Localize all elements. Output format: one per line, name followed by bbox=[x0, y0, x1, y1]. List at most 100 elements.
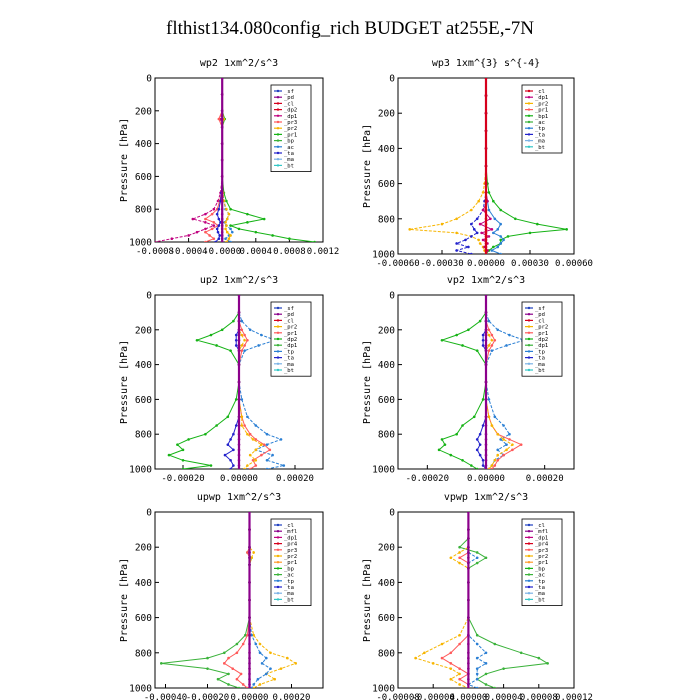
data-point bbox=[265, 432, 269, 436]
legend-entry: _ac bbox=[284, 145, 294, 151]
data-point bbox=[478, 242, 482, 245]
data-point bbox=[232, 432, 235, 436]
data-point bbox=[248, 633, 251, 637]
data-point bbox=[493, 464, 497, 467]
data-point bbox=[505, 344, 508, 347]
legend-entry: _pr1 bbox=[535, 108, 548, 114]
data-point bbox=[237, 295, 241, 297]
data-point bbox=[187, 438, 190, 441]
data-point bbox=[227, 656, 230, 660]
legend-marker bbox=[527, 542, 531, 545]
data-point bbox=[502, 238, 505, 242]
data-point bbox=[487, 319, 491, 323]
legend-marker bbox=[276, 319, 280, 322]
data-point bbox=[565, 228, 568, 231]
data-point bbox=[204, 240, 207, 242]
data-point bbox=[467, 512, 470, 514]
data-point bbox=[487, 467, 491, 469]
legend-marker bbox=[276, 536, 280, 539]
data-point bbox=[237, 459, 241, 462]
data-point bbox=[248, 512, 251, 514]
legend-marker bbox=[527, 368, 531, 372]
legend: _sf_pd_cl_pr2_pr1_dp2_dp1_tp_ta_ma_bt bbox=[270, 301, 312, 377]
data-point bbox=[487, 344, 491, 347]
chart-panel-4: vp2 1xm^2/s^3 Pressure [hPa] 0 200 400 600 800… bbox=[362, 275, 575, 484]
data-point bbox=[440, 656, 444, 660]
data-point bbox=[217, 207, 221, 211]
data-point bbox=[461, 459, 464, 462]
y-tick-label: 1000 bbox=[372, 684, 395, 695]
legend-marker bbox=[527, 598, 531, 601]
data-point bbox=[484, 459, 488, 462]
y-axis-label: Pressure [hPa] bbox=[362, 124, 373, 208]
data-point bbox=[223, 453, 227, 457]
data-point bbox=[484, 78, 488, 80]
legend-entry: _ta bbox=[535, 356, 545, 362]
data-point bbox=[475, 556, 479, 560]
data-point bbox=[470, 235, 473, 238]
x-tick-label: 0.00020 bbox=[526, 474, 564, 484]
data-point bbox=[477, 199, 480, 203]
data-point bbox=[260, 443, 263, 446]
data-point bbox=[484, 235, 488, 238]
data-point bbox=[484, 453, 488, 457]
data-point bbox=[243, 424, 246, 427]
y-tick-label: 200 bbox=[135, 325, 152, 336]
data-point bbox=[449, 662, 453, 665]
data-point bbox=[237, 380, 241, 384]
legend-marker bbox=[276, 561, 280, 564]
y-tick-label: 0 bbox=[389, 508, 395, 519]
plot-frame bbox=[397, 511, 575, 689]
data-point bbox=[499, 238, 502, 242]
data-point bbox=[493, 686, 497, 688]
data-point bbox=[478, 432, 482, 436]
legend-entry: _tp bbox=[535, 349, 545, 355]
legend-entry: _ta bbox=[284, 356, 294, 362]
legend-entry: _mfl bbox=[535, 529, 548, 535]
data-point bbox=[220, 240, 224, 242]
series-group bbox=[155, 78, 316, 242]
legend-marker bbox=[527, 133, 531, 136]
legend-entry: _cl bbox=[284, 318, 294, 324]
series-line-tp bbox=[238, 295, 286, 469]
data-point bbox=[220, 221, 224, 224]
data-point bbox=[467, 642, 470, 646]
legend-entry: _cl bbox=[284, 523, 294, 529]
data-point bbox=[250, 633, 253, 637]
data-point bbox=[506, 235, 510, 238]
data-point bbox=[464, 238, 467, 242]
data-point bbox=[467, 672, 470, 676]
data-point bbox=[237, 448, 241, 452]
data-point bbox=[467, 567, 470, 570]
data-point bbox=[484, 147, 488, 150]
legend-marker bbox=[527, 96, 531, 99]
data-point bbox=[484, 380, 488, 384]
data-point bbox=[496, 453, 500, 457]
data-point bbox=[490, 464, 494, 467]
legend-marker bbox=[527, 548, 531, 551]
data-point bbox=[269, 651, 272, 655]
data-point bbox=[449, 556, 453, 560]
data-point bbox=[461, 344, 464, 347]
data-point bbox=[502, 453, 505, 457]
data-point bbox=[537, 656, 541, 660]
x-tick-label: 0.00000 bbox=[449, 693, 487, 700]
data-point bbox=[254, 424, 258, 427]
data-point bbox=[475, 438, 479, 441]
data-point bbox=[478, 453, 482, 457]
data-point bbox=[472, 415, 476, 419]
x-tick-label: 0.00008 bbox=[520, 693, 558, 700]
legend-marker bbox=[527, 362, 531, 365]
data-point bbox=[514, 217, 517, 221]
data-point bbox=[227, 212, 231, 216]
y-axis-label: Pressure [hPa] bbox=[119, 340, 130, 424]
data-point bbox=[252, 686, 255, 688]
data-point bbox=[246, 415, 249, 419]
series-line-pr1 bbox=[485, 295, 523, 469]
legend-entry: _bp1 bbox=[535, 114, 548, 120]
data-point bbox=[212, 207, 216, 211]
data-point bbox=[220, 328, 224, 332]
data-point bbox=[220, 109, 224, 113]
legend-entry: _bt bbox=[535, 145, 545, 151]
legend-entry: _pr1 bbox=[284, 560, 297, 566]
